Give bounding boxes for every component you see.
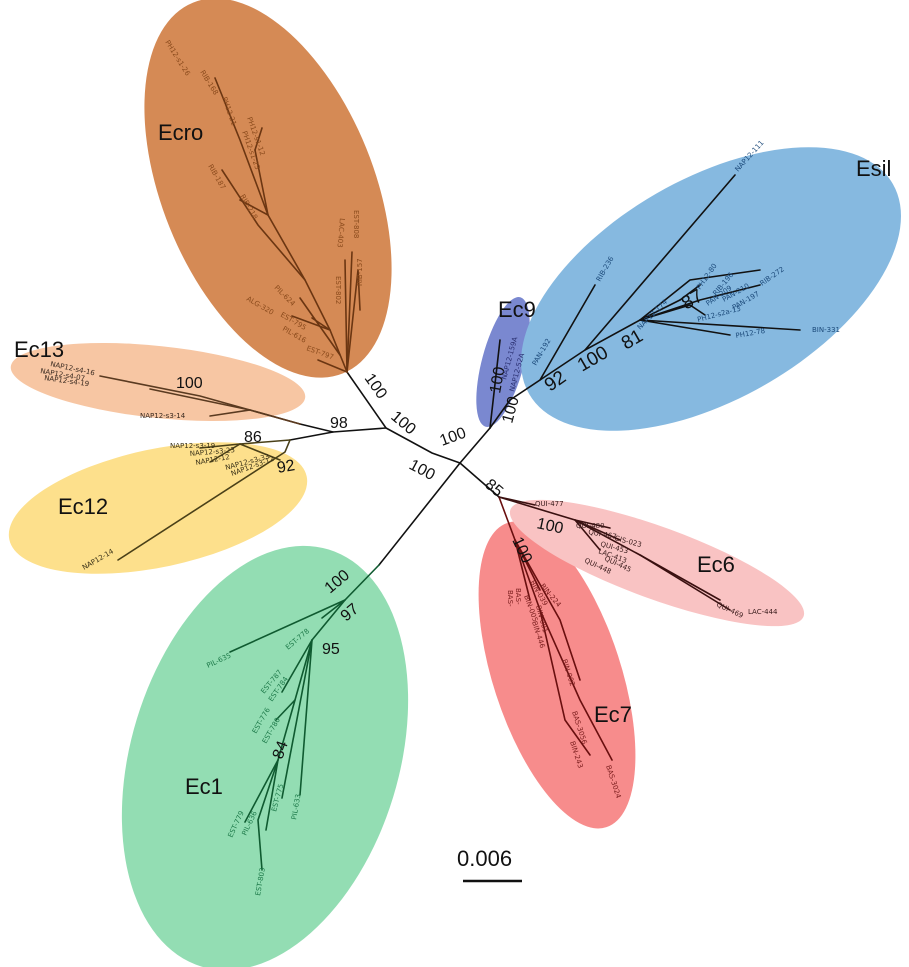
bootstrap-ec6: 100 (535, 515, 565, 537)
tips-ec1: PIL-635 EST-778 EST-787 EST-784 EST-776 … (205, 627, 311, 896)
tip-label: NAP12-s3-14 (140, 412, 186, 420)
clade-label-ec13: Ec13 (14, 337, 64, 362)
clade-label-ecro: Ecro (158, 120, 203, 145)
tip-label: LAC-403 (335, 218, 346, 248)
tip-label: BAS- (514, 588, 522, 605)
scale-bar-label: 0.006 (457, 846, 512, 871)
ellipse-ecro (144, 0, 392, 378)
ellipse-ec6 (509, 499, 805, 627)
bootstrap-ec12-b: 92 (276, 457, 297, 477)
tip-label: LAC-444 (748, 608, 778, 616)
ellipse-ec9 (476, 297, 530, 427)
bootstrap-ec1-d: 84 (270, 739, 292, 762)
tip-label: QUI-480 (576, 522, 605, 530)
clade-label-ec12: Ec12 (58, 494, 108, 519)
bootstrap-ec9: 100 (487, 365, 508, 394)
tip-label: BAS- (506, 590, 514, 607)
tips-ec6: QUI-477 QUI-480 QUI-467 GIS-023 QUI-453 … (535, 500, 778, 620)
tip-label: NAP12-s3-23 (189, 446, 235, 458)
clade-labels: Ecro Ec13 Ec12 Ec1 Ec7 Ec6 Ec9 Esil (14, 120, 891, 799)
tip-label: EST-802 (334, 276, 342, 304)
bootstrap-inner-b: 100 (406, 457, 438, 485)
ellipse-ec12 (8, 442, 308, 574)
scale-bar: 0.006 (457, 846, 522, 883)
ellipse-esil (521, 147, 901, 431)
clade-label-ec6: Ec6 (697, 552, 735, 577)
tip-label: BIN-331 (812, 326, 840, 334)
tips-ec13: NAP12-s4-16 NAP12-s4-07 NAP12-s4-19 NAP1… (40, 360, 186, 420)
ellipse-ec7 (478, 521, 636, 829)
bootstrap-ec9-esil: 100 (499, 395, 522, 425)
bootstrap-ec13: 100 (176, 375, 203, 392)
bootstrap-inner-a: 100 (438, 425, 469, 450)
bootstrap-ec13-ec12: 98 (330, 415, 348, 432)
tip-label: EST-808 (352, 210, 360, 238)
clade-label-ec9: Ec9 (498, 297, 536, 322)
branches (99, 77, 801, 871)
clade-label-esil: Esil (856, 156, 891, 181)
bootstrap-ec67: 85 (481, 476, 506, 501)
ellipse-ec13 (10, 342, 306, 422)
tip-label: NAP12-s3-19 (170, 442, 215, 450)
clade-label-ec7: Ec7 (594, 702, 632, 727)
bootstrap-ecro-stem: 100 (387, 408, 418, 438)
tip-label: QUI-477 (535, 500, 564, 508)
bootstrap-ec1-c: 95 (322, 641, 340, 658)
bootstrap-ec12-a: 86 (244, 429, 262, 446)
ellipse-ec1 (121, 545, 409, 967)
tip-label: RIB-157 (356, 258, 364, 286)
clade-label-ec1: Ec1 (185, 774, 223, 799)
